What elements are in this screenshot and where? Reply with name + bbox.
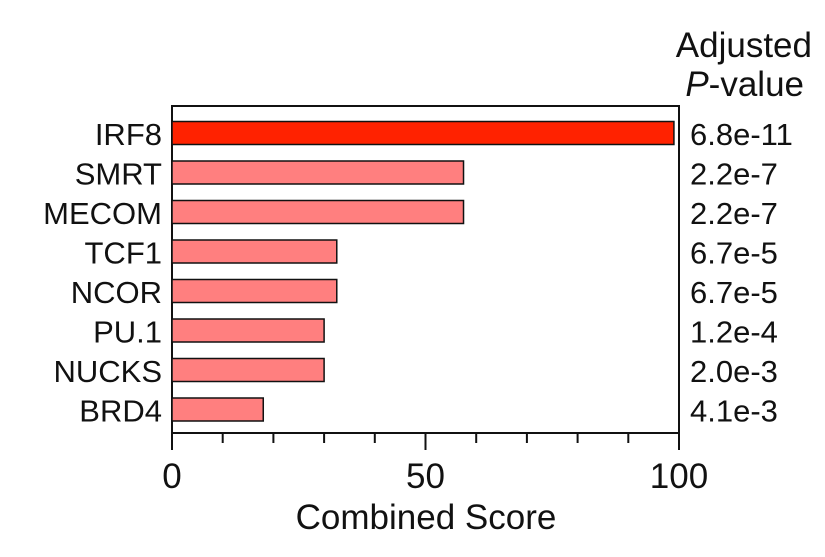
x-axis: 0 50 100 [162, 433, 708, 496]
pvalue-label: 4.1e-3 [690, 394, 778, 429]
pvalue-label: 6.7e-5 [690, 275, 778, 310]
pvalue-label: 1.2e-4 [690, 315, 778, 350]
category-label: IRF8 [95, 117, 162, 152]
bar-pu-1 [171, 318, 325, 343]
category-label: MECOM [43, 196, 162, 231]
pvalue-header-line2: P-value [685, 65, 804, 104]
pvalue-header-rest: -value [709, 65, 804, 104]
category-label: PU.1 [93, 315, 162, 350]
pvalue-label: 2.0e-3 [690, 354, 778, 389]
category-label: NCOR [71, 275, 162, 310]
pvalue-label: 6.7e-5 [690, 236, 778, 271]
pvalue-header-line1: Adjusted [676, 26, 812, 65]
pvalue-label: 2.2e-7 [690, 196, 778, 231]
bar-ncor [171, 278, 338, 304]
category-label: BRD4 [79, 394, 162, 429]
x-tick-label: 50 [406, 457, 445, 496]
plot-frame [171, 105, 680, 434]
category-label: SMRT [75, 157, 162, 192]
bar-nucks [171, 357, 325, 383]
bars-group [171, 120, 675, 422]
pvalue-label: 6.8e-11 [690, 117, 793, 152]
bar-mecom [171, 199, 465, 225]
pvalue-header-italic: P [685, 65, 709, 104]
x-tick-label: 0 [162, 457, 181, 496]
pvalue-label: 2.2e-7 [690, 157, 778, 192]
bar-smrt [171, 160, 465, 185]
category-label: TCF1 [85, 236, 163, 271]
x-axis-title: Combined Score [296, 498, 557, 537]
pvalue-labels: 6.8e-11 2.2e-7 2.2e-7 6.7e-5 6.7e-5 1.2e-4 2.0… [690, 117, 793, 429]
bar-irf8 [171, 120, 675, 146]
category-labels: IRF8 SMRT MECOM TCF1 NCOR PU.1 NUCKS BRD4 [43, 117, 162, 429]
bar-tcf1 [171, 239, 338, 264]
category-label: NUCKS [53, 354, 162, 389]
bar-brd4 [171, 397, 265, 422]
x-tick-label: 100 [650, 457, 708, 496]
